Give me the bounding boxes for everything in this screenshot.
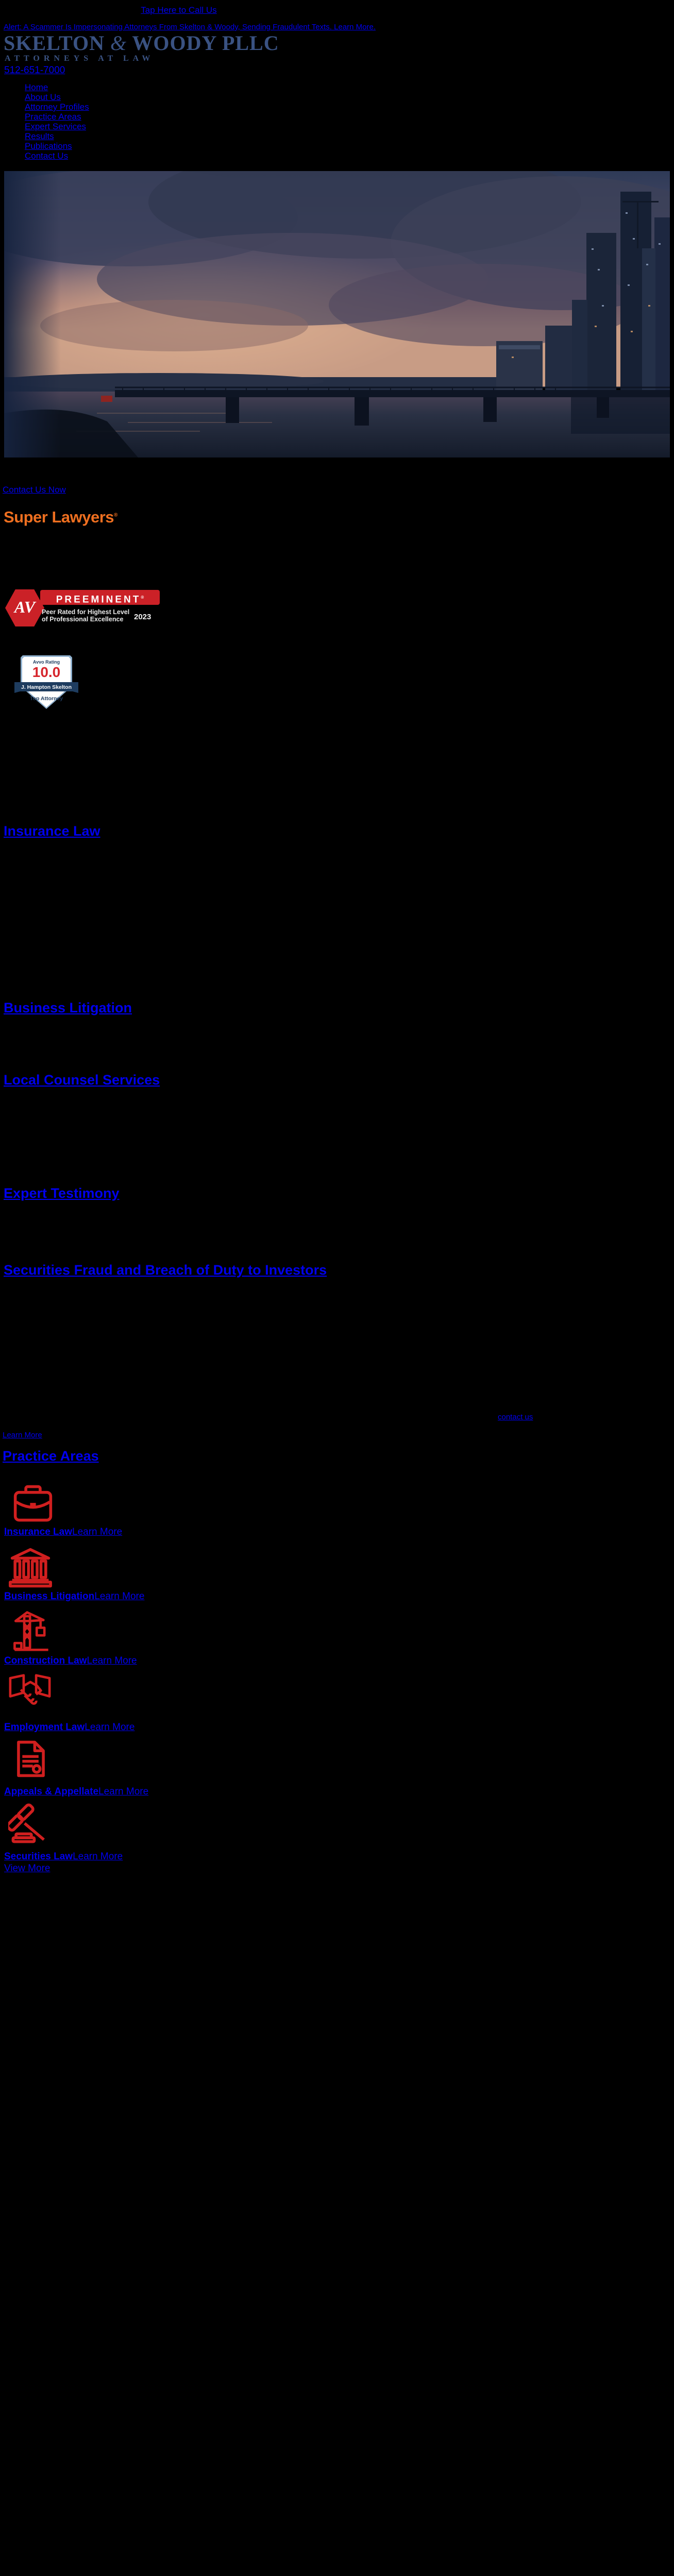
- section-title-local-counsel-services: Local Counsel Services: [4, 1072, 160, 1088]
- av-monogram: AV: [14, 598, 36, 616]
- business-litigation-link[interactable]: Business Litigation: [4, 1591, 95, 1602]
- logo-ampersand: &: [110, 31, 127, 55]
- practice-area-row: Securities LawLearn More: [4, 1851, 123, 1862]
- practice-areas-heading: Practice Areas: [3, 1448, 99, 1464]
- expert-testimony-heading-link[interactable]: Expert Testimony: [4, 1185, 120, 1201]
- bank-icon: [8, 1547, 52, 1588]
- contact-us-now-link[interactable]: Contact Us Now: [3, 485, 66, 495]
- business-litigation-learn-more-link[interactable]: Learn More: [94, 1591, 145, 1602]
- gavel-icon: [6, 1802, 52, 1843]
- business-litigation-heading-link[interactable]: Business Litigation: [4, 1000, 132, 1015]
- securities-law-link[interactable]: Securities Law: [4, 1851, 73, 1862]
- avvo-brand-label: Avvo Rating: [32, 659, 60, 665]
- employment-law-learn-more-link[interactable]: Learn More: [85, 1722, 135, 1733]
- crane-icon: [12, 1609, 56, 1651]
- hero-image: [4, 171, 670, 457]
- local-counsel-services-heading-link[interactable]: Local Counsel Services: [4, 1072, 160, 1088]
- practice-area-row: Appeals & AppellateLearn More: [4, 1786, 148, 1798]
- appeals-appellate-link[interactable]: Appeals & Appellate: [4, 1786, 99, 1797]
- practice-areas-heading-link[interactable]: Practice Areas: [3, 1448, 99, 1464]
- view-more-link[interactable]: View More: [4, 1863, 50, 1874]
- av-year: 2023: [134, 613, 151, 621]
- section-title-insurance-law: Insurance Law: [4, 823, 100, 839]
- contact-us-inline-link[interactable]: contact us: [498, 1413, 533, 1421]
- briefcase-icon: [11, 1484, 55, 1524]
- av-tagline-line1: Peer Rated for Highest Level: [42, 608, 130, 616]
- avvo-name-ribbon: J. Hampton Skelton: [14, 682, 78, 693]
- construction-law-learn-more-link[interactable]: Learn More: [87, 1655, 137, 1666]
- learn-more-inline-link[interactable]: Learn More: [3, 1431, 42, 1439]
- practice-area-row: Employment LawLearn More: [4, 1722, 134, 1733]
- nav-item-attorney-profiles[interactable]: Attorney Profiles: [25, 102, 89, 112]
- nav-item-publications[interactable]: Publications: [25, 141, 72, 151]
- handshake-icon: [7, 1673, 51, 1714]
- nav-item-results[interactable]: Results: [25, 131, 54, 141]
- nav-item-expert-services[interactable]: Expert Services: [25, 122, 87, 131]
- nav-item-home[interactable]: Home: [25, 82, 48, 92]
- av-title: PREEMINENT: [56, 594, 141, 605]
- firm-logo[interactable]: SKELTON & WOODY PLLC: [4, 31, 279, 55]
- insurance-law-heading-link[interactable]: Insurance Law: [4, 823, 100, 839]
- firm-tagline: ATTORNEYS AT LAW: [5, 54, 155, 63]
- austin-skyline-photo: [4, 171, 670, 457]
- hero-sky: [4, 171, 670, 387]
- hero-skyline: [4, 192, 670, 393]
- super-lawyers-badge[interactable]: Super Lawyers®: [4, 508, 117, 527]
- nav-item-about-us[interactable]: About Us: [25, 92, 61, 102]
- avvo-rating-badge[interactable]: Avvo Rating 10.0 J. Hampton Skelton Top …: [14, 655, 78, 711]
- securities-law-learn-more-link[interactable]: Learn More: [73, 1851, 123, 1862]
- call-bar: Tap Here to Call Us: [0, 5, 358, 15]
- registered-mark: ®: [114, 512, 117, 518]
- nav-item-practice-areas[interactable]: Practice Areas: [25, 112, 81, 122]
- section-title-expert-testimony: Expert Testimony: [4, 1185, 120, 1201]
- super-lawyers-text: Super Lawyers: [4, 508, 114, 526]
- employment-law-link[interactable]: Employment Law: [4, 1722, 85, 1733]
- hero-left-overlay: [4, 171, 61, 457]
- nav-item-contact-us[interactable]: Contact Us: [25, 151, 69, 161]
- practice-area-row: Construction LawLearn More: [4, 1655, 137, 1667]
- main-navigation: Home About Us Attorney Profiles Practice…: [25, 82, 89, 161]
- document-icon: [15, 1739, 59, 1780]
- insurance-law-link[interactable]: Insurance Law: [4, 1527, 72, 1537]
- section-title-business-litigation: Business Litigation: [4, 1000, 132, 1016]
- av-preeminent-bar: PREEMINENT®: [40, 590, 160, 605]
- av-hexagon: AV: [5, 589, 44, 626]
- insurance-law-learn-more-link[interactable]: Learn More: [72, 1527, 123, 1537]
- avvo-score: 10.0: [32, 664, 61, 680]
- scam-alert-link[interactable]: Alert: A Scammer Is Impersonating Attorn…: [4, 23, 376, 31]
- logo-text-left: SKELTON: [4, 31, 105, 55]
- av-registered-mark: ®: [141, 595, 144, 600]
- scam-alert-banner: Alert: A Scammer Is Impersonating Attorn…: [4, 23, 376, 31]
- construction-law-link[interactable]: Construction Law: [4, 1655, 87, 1666]
- phone-link[interactable]: 512-651-7000: [4, 65, 65, 76]
- avvo-subtitle: Top Attorney: [29, 696, 63, 702]
- hero-red-sign: [101, 396, 112, 402]
- practice-area-row: Business LitigationLearn More: [4, 1591, 144, 1602]
- practice-area-row: Insurance LawLearn More: [4, 1527, 122, 1538]
- section-title-securities-fraud: Securities Fraud and Breach of Duty to I…: [4, 1262, 327, 1278]
- tap-to-call-link[interactable]: Tap Here to Call Us: [141, 5, 217, 15]
- securities-fraud-heading-link[interactable]: Securities Fraud and Breach of Duty to I…: [4, 1262, 327, 1278]
- av-preeminent-badge[interactable]: AV PREEMINENT® Peer Rated for Highest Le…: [5, 589, 160, 627]
- av-tagline-line2: of Professional Excellence: [42, 616, 124, 623]
- appeals-appellate-learn-more-link[interactable]: Learn More: [98, 1786, 149, 1797]
- logo-text-right: WOODY PLLC: [132, 31, 279, 55]
